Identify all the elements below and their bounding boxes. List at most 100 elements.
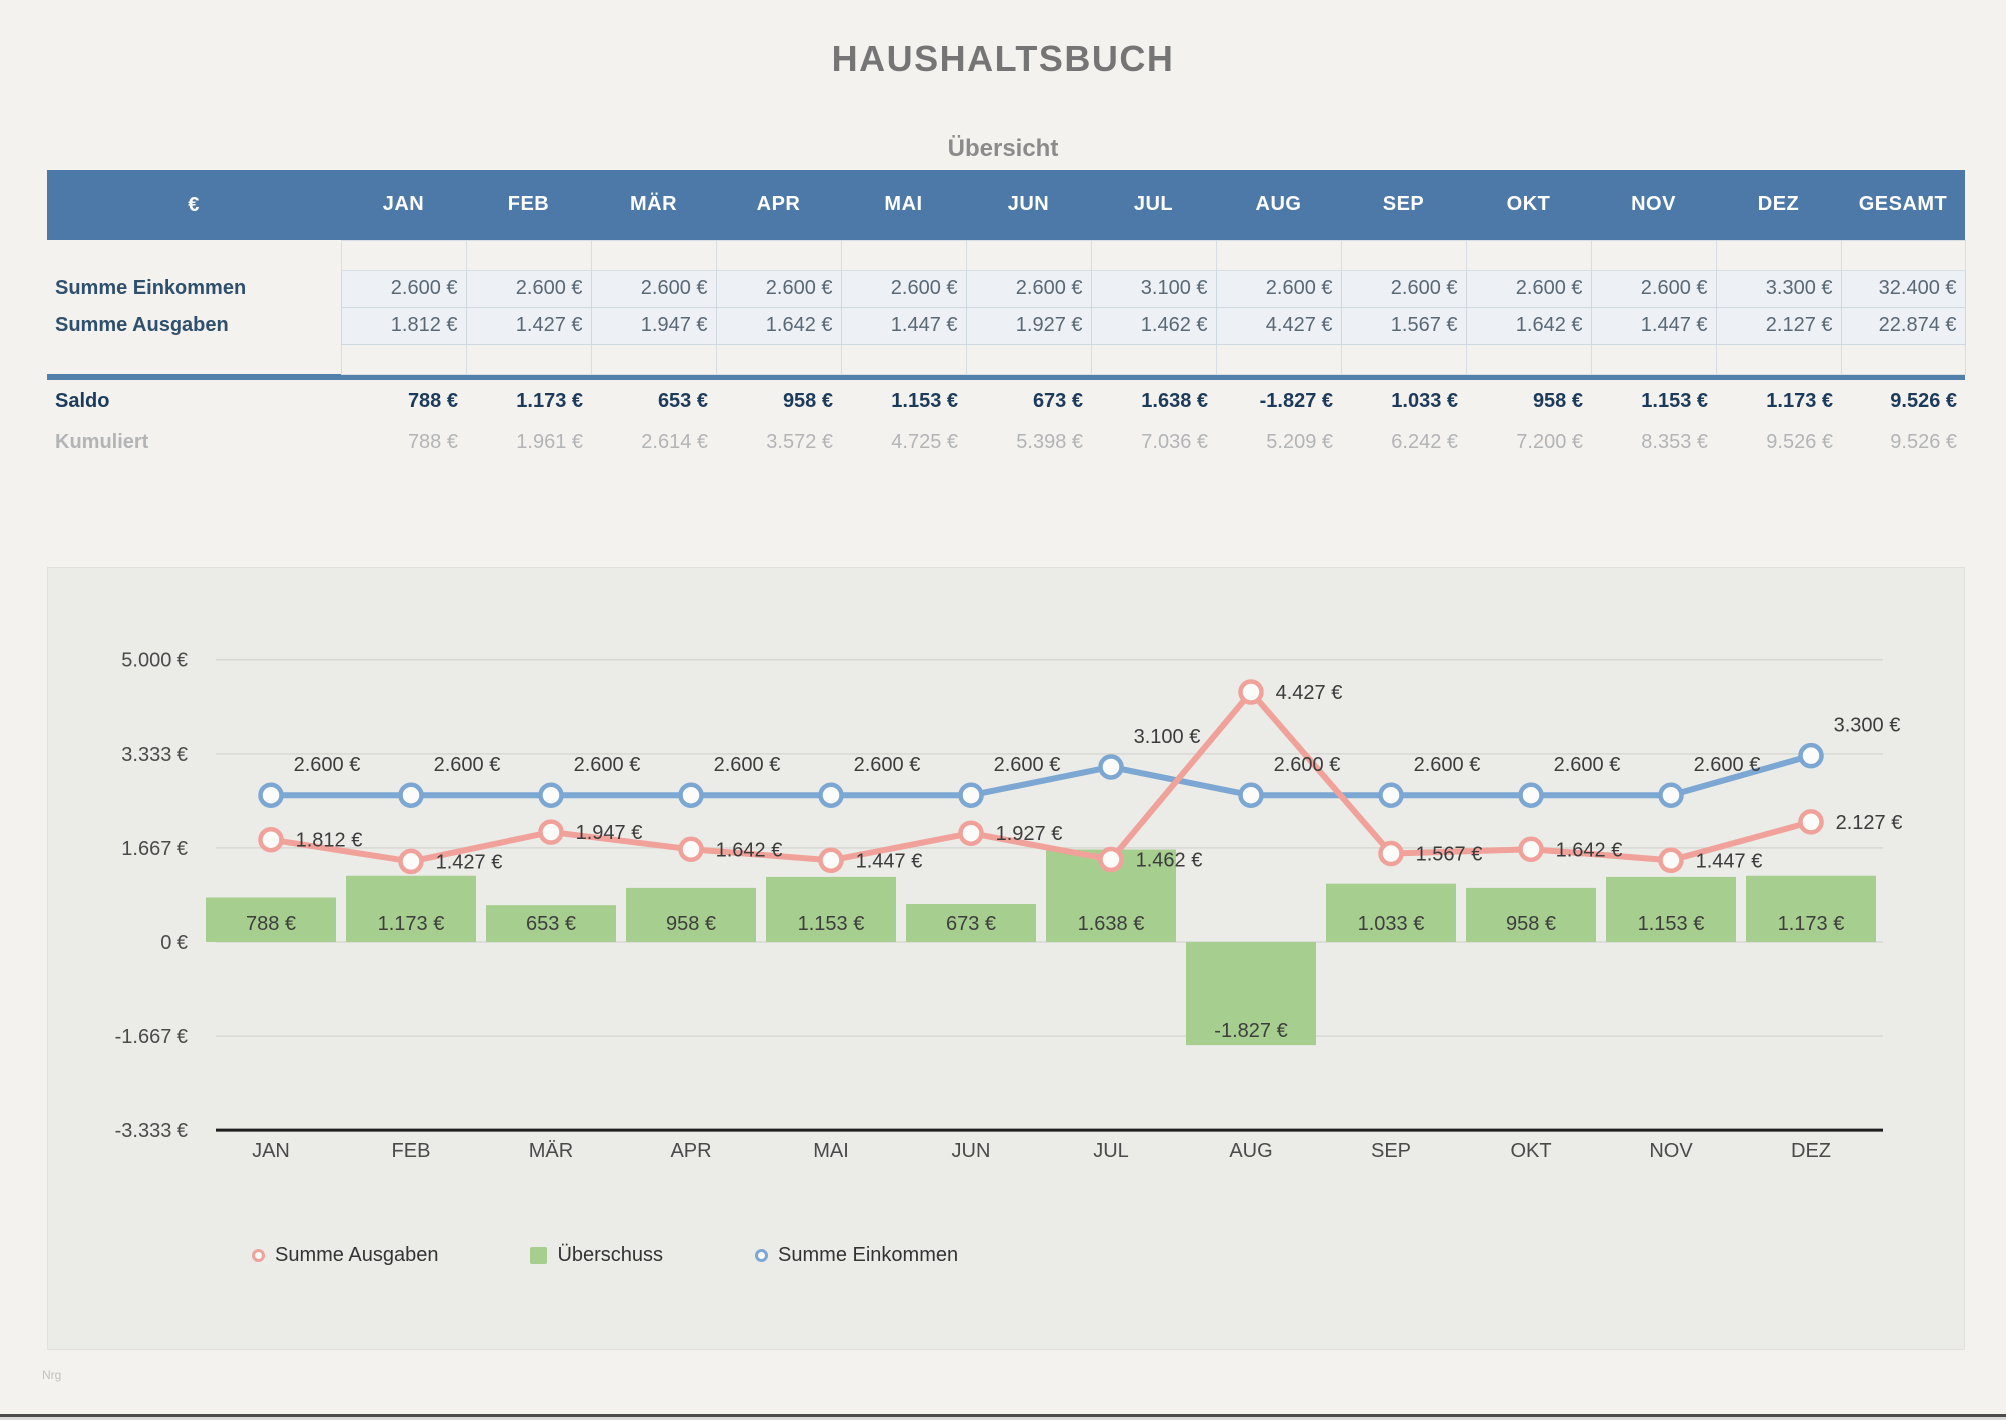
value-cell[interactable]: 8.353 € <box>1641 430 1708 453</box>
value-cell[interactable]: 4.427 € <box>1215 306 1342 345</box>
total-cell[interactable]: 9.526 € <box>1890 389 1957 412</box>
empty-cell[interactable] <box>1215 239 1342 271</box>
empty-cell[interactable] <box>47 344 341 374</box>
value-cell[interactable]: 2.600 € <box>1590 269 1717 308</box>
row-label-cell[interactable]: Kumuliert <box>55 430 149 453</box>
value-cell[interactable]: 1.173 € <box>516 389 583 412</box>
value-cell[interactable]: 1.427 € <box>465 306 592 345</box>
empty-cell[interactable] <box>590 239 717 271</box>
empty-cell[interactable] <box>340 343 467 375</box>
header-month-apr[interactable]: APR <box>716 170 841 240</box>
value-cell[interactable]: 5.209 € <box>1266 430 1333 453</box>
empty-cell[interactable] <box>1465 239 1592 271</box>
empty-cell[interactable] <box>1090 239 1217 271</box>
header-unit[interactable]: € <box>47 170 341 240</box>
value-cell[interactable]: 1.447 € <box>840 306 967 345</box>
value-cell[interactable]: 3.572 € <box>766 430 833 453</box>
value-cell[interactable]: 2.600 € <box>590 269 717 308</box>
value-cell[interactable]: 1.462 € <box>1090 306 1217 345</box>
value-cell[interactable]: 1.812 € <box>340 306 467 345</box>
row-label-cell[interactable]: Summe Einkommen <box>55 277 247 299</box>
total-cell[interactable]: 22.874 € <box>1840 306 1966 345</box>
header-month-feb[interactable]: FEB <box>466 170 591 240</box>
value-cell[interactable]: 2.600 € <box>340 269 467 308</box>
empty-cell[interactable] <box>1340 239 1467 271</box>
value-cell[interactable]: 653 € <box>657 389 708 412</box>
value-cell[interactable]: 7.036 € <box>1141 430 1208 453</box>
ausgaben-point-label: 1.447 € <box>856 850 923 872</box>
empty-cell[interactable] <box>1590 343 1717 375</box>
value-cell[interactable]: 1.153 € <box>1641 389 1708 412</box>
empty-cell[interactable] <box>465 239 592 271</box>
empty-cell[interactable] <box>1590 239 1717 271</box>
empty-cell[interactable] <box>840 239 967 271</box>
value-cell[interactable]: 3.100 € <box>1090 269 1217 308</box>
value-cell[interactable]: 2.600 € <box>840 269 967 308</box>
value-cell[interactable]: 788 € <box>407 430 458 453</box>
header-month-jun[interactable]: JUN <box>966 170 1091 240</box>
value-cell[interactable]: 2.600 € <box>1465 269 1592 308</box>
value-cell[interactable]: 7.200 € <box>1516 430 1583 453</box>
value-cell[interactable]: 1.567 € <box>1340 306 1467 345</box>
row-label-cell[interactable]: Summe Ausgaben <box>55 314 229 336</box>
value-cell[interactable]: 2.600 € <box>715 269 842 308</box>
empty-cell[interactable] <box>1340 343 1467 375</box>
empty-cell[interactable] <box>1715 343 1842 375</box>
value-cell[interactable]: 2.614 € <box>641 430 708 453</box>
empty-cell[interactable] <box>1840 343 1966 375</box>
value-cell[interactable]: 9.526 € <box>1766 430 1833 453</box>
header-month-mär[interactable]: MÄR <box>591 170 716 240</box>
value-cell[interactable]: 1.173 € <box>1766 389 1833 412</box>
value-cell[interactable]: 3.300 € <box>1715 269 1842 308</box>
header-month-sep[interactable]: SEP <box>1341 170 1466 240</box>
value-cell[interactable]: 6.242 € <box>1391 430 1458 453</box>
value-cell[interactable]: 788 € <box>407 389 458 412</box>
value-cell[interactable]: 1.638 € <box>1141 389 1208 412</box>
value-cell[interactable]: 1.642 € <box>715 306 842 345</box>
empty-cell[interactable] <box>47 240 341 270</box>
value-cell[interactable]: 1.153 € <box>891 389 958 412</box>
empty-cell[interactable] <box>840 343 967 375</box>
empty-cell[interactable] <box>1715 239 1842 271</box>
empty-cell[interactable] <box>1090 343 1217 375</box>
header-month-okt[interactable]: OKT <box>1466 170 1591 240</box>
value-cell[interactable]: 673 € <box>1032 389 1083 412</box>
header-month-nov[interactable]: NOV <box>1591 170 1716 240</box>
value-cell[interactable]: 958 € <box>782 389 833 412</box>
empty-cell[interactable] <box>465 343 592 375</box>
row-label-cell[interactable]: Saldo <box>55 389 110 412</box>
value-cell[interactable]: 5.398 € <box>1016 430 1083 453</box>
value-cell[interactable]: 1.033 € <box>1391 389 1458 412</box>
empty-cell[interactable] <box>965 343 1092 375</box>
value-cell[interactable]: 1.947 € <box>590 306 717 345</box>
value-cell[interactable]: 1.642 € <box>1465 306 1592 345</box>
header-month-mai[interactable]: MAI <box>841 170 966 240</box>
value-cell[interactable]: 2.600 € <box>965 269 1092 308</box>
value-cell[interactable]: 2.127 € <box>1715 306 1842 345</box>
empty-cell[interactable] <box>340 239 467 271</box>
empty-cell[interactable] <box>1465 343 1592 375</box>
value-cell[interactable]: 2.600 € <box>1340 269 1467 308</box>
header-total[interactable]: GESAMT <box>1841 170 1965 240</box>
empty-cell[interactable] <box>1215 343 1342 375</box>
empty-cell[interactable] <box>1840 239 1966 271</box>
header-month-aug[interactable]: AUG <box>1216 170 1341 240</box>
total-cell[interactable]: 9.526 € <box>1890 430 1957 453</box>
header-month-jan[interactable]: JAN <box>341 170 466 240</box>
value-cell[interactable]: 1.447 € <box>1590 306 1717 345</box>
empty-cell[interactable] <box>965 239 1092 271</box>
value-cell[interactable]: 2.600 € <box>465 269 592 308</box>
value-cell[interactable]: 4.725 € <box>891 430 958 453</box>
header-month-jul[interactable]: JUL <box>1091 170 1216 240</box>
header-month-dez[interactable]: DEZ <box>1716 170 1841 240</box>
value-cell[interactable]: 1.961 € <box>516 430 583 453</box>
total-cell[interactable]: 32.400 € <box>1840 269 1966 308</box>
empty-cell[interactable] <box>590 343 717 375</box>
value-cell[interactable]: 958 € <box>1532 389 1583 412</box>
empty-cell[interactable] <box>715 343 842 375</box>
empty-cell[interactable] <box>715 239 842 271</box>
value-cell[interactable]: 2.600 € <box>1215 269 1342 308</box>
value-cell[interactable]: 1.927 € <box>965 306 1092 345</box>
surplus-bar-label: 1.173 € <box>1778 913 1845 935</box>
value-cell[interactable]: -1.827 € <box>1259 389 1333 412</box>
